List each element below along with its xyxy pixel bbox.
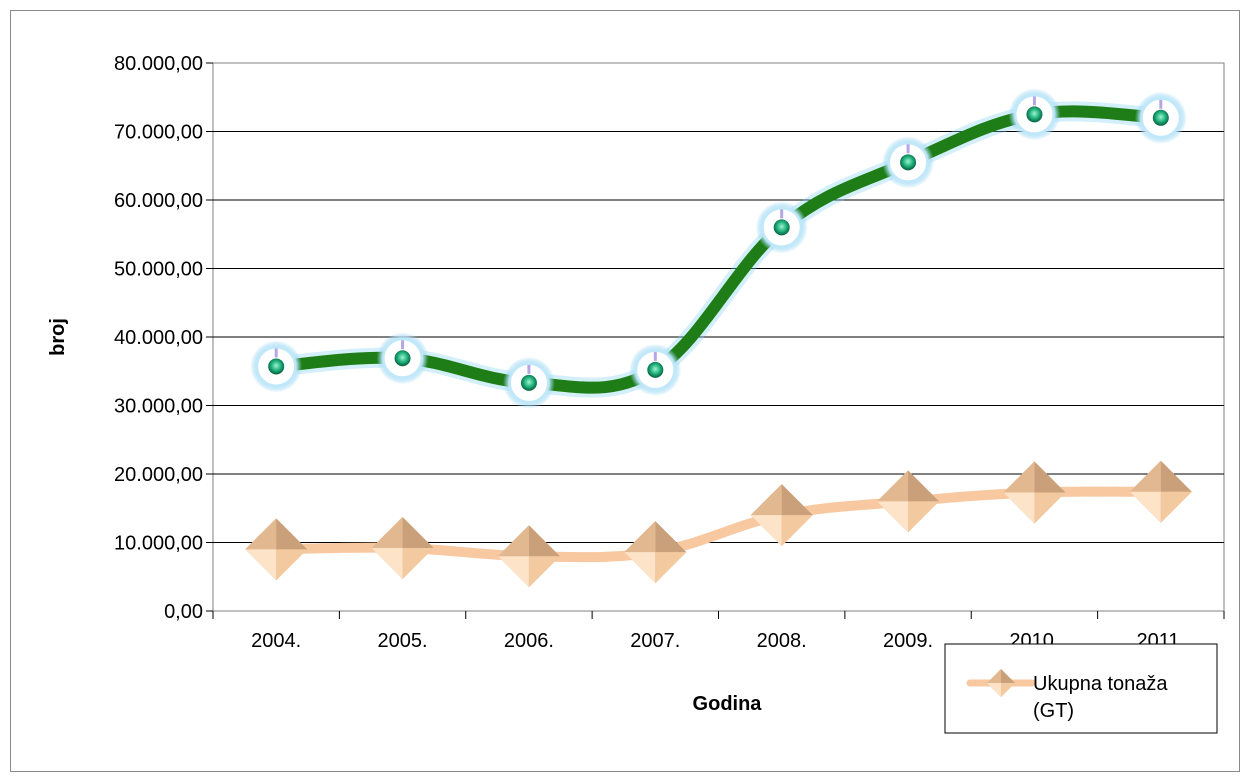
legend: Ukupna tonaža (GT) [944,643,1218,734]
series-2-point [877,470,940,533]
series-2-point [750,484,813,547]
legend-series-marker [987,669,1015,697]
x-tick-label: 2008. [757,630,807,652]
diamond-facet [655,521,687,553]
series-2-point [1129,460,1192,523]
y-tick-label: 10.000,00 [114,533,203,555]
series-2-point [624,521,687,584]
diamond-facet [908,470,940,502]
x-tick-label: 2009. [883,630,933,652]
diamond-facet [781,515,813,547]
diamond-facet [1003,461,1035,493]
diamond-facet [276,518,308,550]
y-tick-label: 40.000,00 [114,327,203,349]
y-tick-label: 20.000,00 [114,464,203,486]
point-dot [900,154,917,171]
series-2-point [497,525,560,588]
diamond-facet [1003,492,1035,524]
diamond-facet [1160,460,1192,492]
diamond-facet [781,484,813,516]
point-dot [394,350,411,367]
series-1-point [755,201,808,254]
diamond-facet [1129,491,1161,523]
series-1-point [250,340,303,393]
diamond-facet [624,521,656,553]
legend-label-line1: Ukupna tonaža [1033,673,1168,695]
y-tick-label: 70.000,00 [114,122,203,144]
diamond-facet [1129,460,1161,492]
diamond-facet [1001,683,1015,697]
diamond-facet [528,525,560,557]
series-2-point [245,518,308,581]
diamond-facet [1001,669,1015,683]
diamond-facet [497,525,529,557]
x-axis-title: Godina [693,693,763,715]
diamond-facet [624,552,656,584]
diamond-facet [987,683,1001,697]
diamond-facet [245,518,277,550]
diamond-facet [276,549,308,581]
diamond-facet [1034,492,1066,524]
diamond-facet [1034,461,1066,493]
series-1-point [629,343,682,396]
point-dot [647,361,664,378]
y-tick-label: 60.000,00 [114,190,203,212]
series-2-point [371,516,434,579]
x-tick-label: 2006. [504,630,554,652]
legend-label-line2: (GT) [1033,700,1074,722]
point-dot [773,219,790,236]
x-tick-label: 2004. [251,630,301,652]
legend-box [944,643,1218,734]
diamond-facet [402,547,434,579]
point-dot [1152,109,1169,126]
diamond-facet [877,470,909,502]
diamond-facet [528,556,560,588]
y-tick-label: 80.000,00 [114,53,203,75]
diamond-facet [497,556,529,588]
y-tick-label: 30.000,00 [114,396,203,418]
series-1-point [1134,91,1187,144]
x-tick-label: 2007. [630,630,680,652]
diamond-facet [371,516,403,548]
point-dot [520,374,537,391]
series-1-point [882,136,935,189]
diamond-facet [1160,491,1192,523]
series-1-point [376,332,429,385]
y-axis-title: broj [47,318,69,356]
diamond-facet [371,547,403,579]
point-dot [1026,106,1043,123]
y-tick-label: 50.000,00 [114,259,203,281]
diamond-facet [655,552,687,584]
point-dot [268,358,285,375]
series-1-point [502,356,555,409]
y-axis-ticks: 0,00 10.000,00 20.000,00 30.000,00 40.000,00… [114,53,213,623]
y-tick-label: 0,00 [164,601,203,623]
diamond-facet [750,484,782,516]
x-tick-label: 2005. [378,630,428,652]
series-1-point [1008,88,1061,141]
plot-area [212,62,1225,612]
series-2-point [1003,461,1066,524]
diamond-facet [402,516,434,548]
diamond-facet [987,669,1001,683]
diamond-facet [245,549,277,581]
series-layer [245,88,1192,588]
diamond-facet [750,515,782,547]
diamond-facet [877,501,909,533]
gridlines [213,131,1224,543]
diamond-facet [908,501,940,533]
